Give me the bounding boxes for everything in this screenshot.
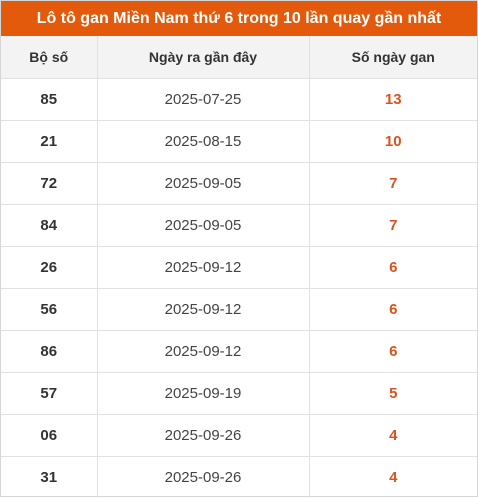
table-row: 21 2025-08-15 10 bbox=[1, 121, 477, 163]
gan-table: Bộ số Ngày ra gần đây Số ngày gan 85 202… bbox=[1, 36, 477, 498]
table-row: 72 2025-09-05 7 bbox=[1, 163, 477, 205]
row-number: 56 bbox=[1, 289, 97, 331]
row-days: 4 bbox=[309, 457, 477, 498]
row-date: 2025-07-25 bbox=[97, 79, 309, 121]
table-row: 56 2025-09-12 6 bbox=[1, 289, 477, 331]
row-number: 72 bbox=[1, 163, 97, 205]
row-number: 31 bbox=[1, 457, 97, 498]
row-date: 2025-09-26 bbox=[97, 457, 309, 498]
row-days: 7 bbox=[309, 205, 477, 247]
row-number: 06 bbox=[1, 415, 97, 457]
row-number: 84 bbox=[1, 205, 97, 247]
column-header-date: Ngày ra gần đây bbox=[97, 36, 309, 79]
row-date: 2025-09-12 bbox=[97, 289, 309, 331]
column-header-number: Bộ số bbox=[1, 36, 97, 79]
row-date: 2025-09-19 bbox=[97, 373, 309, 415]
table-row: 84 2025-09-05 7 bbox=[1, 205, 477, 247]
table-row: 85 2025-07-25 13 bbox=[1, 79, 477, 121]
row-number: 26 bbox=[1, 247, 97, 289]
column-header-days: Số ngày gan bbox=[309, 36, 477, 79]
row-date: 2025-09-12 bbox=[97, 247, 309, 289]
row-days: 5 bbox=[309, 373, 477, 415]
row-days: 4 bbox=[309, 415, 477, 457]
row-days: 6 bbox=[309, 289, 477, 331]
row-days: 13 bbox=[309, 79, 477, 121]
row-date: 2025-09-05 bbox=[97, 163, 309, 205]
row-days: 6 bbox=[309, 331, 477, 373]
row-date: 2025-09-26 bbox=[97, 415, 309, 457]
header-row: Bộ số Ngày ra gần đây Số ngày gan bbox=[1, 36, 477, 79]
table-row: 57 2025-09-19 5 bbox=[1, 373, 477, 415]
table-row: 86 2025-09-12 6 bbox=[1, 331, 477, 373]
table-title: Lô tô gan Miền Nam thứ 6 trong 10 lần qu… bbox=[1, 1, 477, 36]
table-row: 26 2025-09-12 6 bbox=[1, 247, 477, 289]
row-days: 10 bbox=[309, 121, 477, 163]
row-days: 6 bbox=[309, 247, 477, 289]
row-date: 2025-09-05 bbox=[97, 205, 309, 247]
table-row: 31 2025-09-26 4 bbox=[1, 457, 477, 498]
row-number: 86 bbox=[1, 331, 97, 373]
row-days: 7 bbox=[309, 163, 477, 205]
row-date: 2025-09-12 bbox=[97, 331, 309, 373]
row-number: 57 bbox=[1, 373, 97, 415]
table-row: 06 2025-09-26 4 bbox=[1, 415, 477, 457]
row-number: 85 bbox=[1, 79, 97, 121]
row-date: 2025-08-15 bbox=[97, 121, 309, 163]
row-number: 21 bbox=[1, 121, 97, 163]
